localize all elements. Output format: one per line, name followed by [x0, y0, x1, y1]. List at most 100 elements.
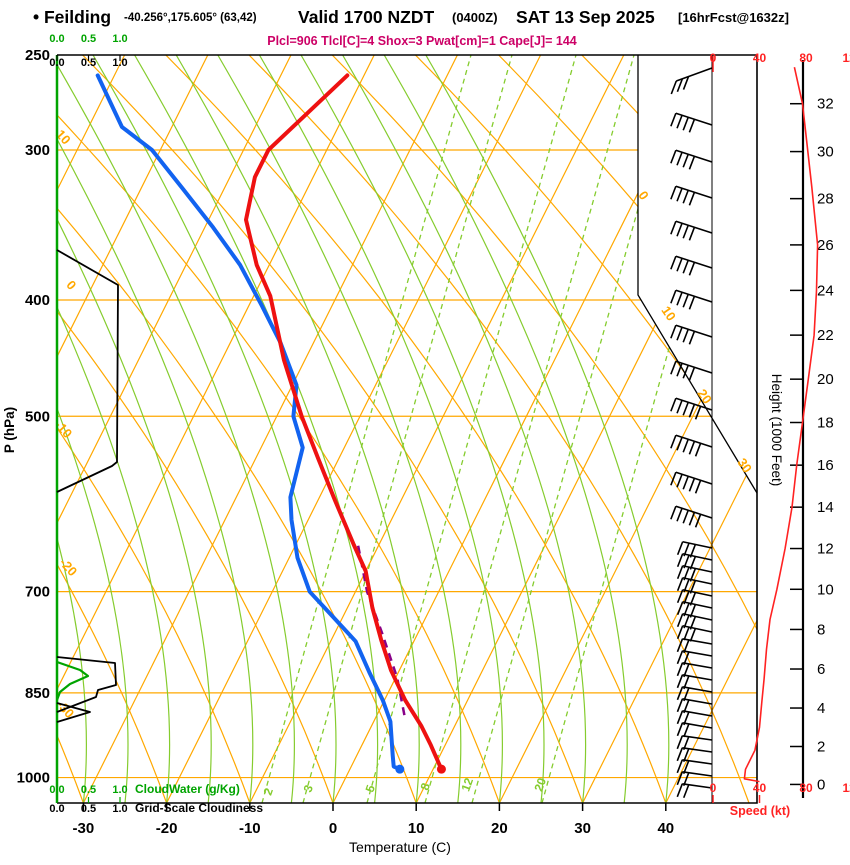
- height-tick-label: 26: [817, 237, 834, 254]
- height-tick-label: 4: [817, 700, 825, 717]
- wind-barb: [670, 360, 713, 381]
- dry-adiabat-line: [165, 55, 667, 803]
- wind-barb-feather: [676, 747, 684, 762]
- wind-barb: [676, 624, 713, 642]
- wind-barb-feather: [688, 261, 696, 276]
- height-tick-label: 2: [817, 738, 825, 755]
- height-tick-label: 32: [817, 96, 834, 113]
- wind-barb: [670, 67, 713, 95]
- plot-border: [57, 54, 758, 804]
- parcel-curve: [356, 544, 406, 716]
- wind-barb-feather: [676, 686, 684, 701]
- gridscale-bottom-scale-label: 1.0: [112, 803, 127, 815]
- wind-barb-feather: [676, 436, 683, 451]
- wind-barb-feather: [683, 626, 690, 641]
- wind-barb-feather: [670, 220, 677, 235]
- speed-bottom-scale-label: 0: [710, 781, 717, 795]
- wind-barb-staff: [682, 686, 713, 693]
- wind-region-boundary: [637, 55, 758, 494]
- wind-barb-staff: [682, 612, 713, 621]
- height-tick-label: 10: [817, 581, 834, 598]
- wind-barb-feather: [676, 507, 683, 522]
- dry-adiabat-line: [248, 55, 750, 803]
- cloudwater-bottom-scale-label: 0.0: [49, 784, 64, 796]
- cloudwater-top-scale-label: 0.0: [49, 33, 64, 45]
- pressure-axis-title: P (hPa): [2, 407, 17, 453]
- moist-adiabat-line: [383, 55, 628, 803]
- temperature-tick-label: 40: [657, 820, 674, 837]
- height-tick-label: 22: [817, 327, 834, 344]
- wind-barb-feather: [688, 440, 696, 455]
- wind-barb-feather: [688, 191, 696, 206]
- temperature-tick-label: 30: [574, 820, 591, 837]
- isotherm-line: [82, 55, 458, 803]
- moist-adiabat-line: [300, 55, 545, 803]
- wind-barb-feather: [676, 114, 683, 129]
- surface-temperature-dot: [436, 764, 446, 774]
- mixing-ratio-line: [471, 55, 682, 803]
- cloudwater-top-scale-label: 0.5: [81, 33, 96, 45]
- sounding-curves: [95, 73, 446, 774]
- wind-barb-feather: [670, 80, 678, 95]
- moist-adiabat-line: [57, 63, 295, 803]
- wind-barb-feather: [676, 399, 683, 414]
- wind-barb-feather: [682, 401, 689, 416]
- wind-barb-feather: [670, 434, 677, 449]
- wind-barb: [670, 289, 713, 310]
- speed-top-scale-label: 120: [842, 51, 850, 65]
- dry-adiabat-line: [57, 426, 251, 803]
- wind-barb-feather: [676, 257, 683, 272]
- wind-barb-feather: [676, 759, 684, 774]
- wind-barb-feather: [676, 674, 684, 689]
- wind-barb-feather: [676, 326, 683, 341]
- wind-barb: [670, 434, 713, 457]
- mixing-ratio-label: 2: [261, 786, 277, 797]
- cloudwater-bottom-scale-label: 1.0: [112, 784, 127, 796]
- speed-bottom-scale-label: 80: [799, 781, 813, 795]
- wind-barb-staff: [682, 698, 713, 705]
- wind-barb: [670, 185, 713, 206]
- valid-date: SAT 13 Sep 2025: [516, 7, 655, 27]
- dry-adiabat-line: [498, 55, 757, 359]
- wind-region-background: [638, 55, 757, 493]
- wind-barb-feather: [682, 116, 689, 131]
- wind-barb-feather: [676, 735, 684, 750]
- mixing-ratio-label: 12: [458, 776, 476, 794]
- height-tick-label: 28: [817, 191, 834, 208]
- wind-barb-feather: [676, 710, 684, 725]
- gridscale-top-scale-label: 0.0: [49, 57, 64, 69]
- valid-time: Valid 1700 NZDT: [298, 7, 434, 27]
- wind-speed-curve: [743, 67, 819, 783]
- wind-barb-feather: [682, 189, 689, 204]
- pressure-tick-label: 400: [25, 292, 50, 309]
- moist-adiabat-line: [57, 535, 87, 803]
- wind-barb-feather: [670, 185, 677, 200]
- wind-barb-feather: [676, 601, 684, 616]
- wind-barb-feather: [688, 155, 696, 170]
- wind-barb-staff: [682, 771, 713, 777]
- wind-barb-feather: [676, 151, 683, 166]
- height-tick-label: 12: [817, 541, 834, 558]
- dry-adiabat-line: [331, 55, 757, 631]
- dry-adiabat-label: 0: [63, 277, 79, 292]
- wind-barb-feather: [682, 509, 689, 524]
- wind-barb-feather: [676, 625, 684, 640]
- height-tick-label: 16: [817, 457, 834, 474]
- wind-barb-staff: [682, 540, 713, 549]
- height-speed-axis: 0246810121416182022242628303200404080801…: [710, 51, 850, 803]
- gridscale-cloudiness-profile: [56, 702, 91, 723]
- wind-barb-feather: [676, 650, 684, 665]
- wind-barb-feather: [689, 628, 697, 642]
- pressure-tick-label: 1000: [17, 770, 50, 787]
- moist-adiabat-line: [258, 55, 503, 803]
- wind-barb-staff: [682, 783, 713, 789]
- gridscale-bottom-scale-label: 0.5: [81, 803, 96, 815]
- cloudwater-profile: [55, 660, 90, 701]
- zulu-time: (0400Z): [452, 10, 498, 25]
- moist-adiabat-line: [134, 55, 379, 803]
- isotherm-line: [665, 619, 757, 803]
- wind-barb-staff: [682, 735, 713, 741]
- isotherm-label: 30: [734, 455, 755, 475]
